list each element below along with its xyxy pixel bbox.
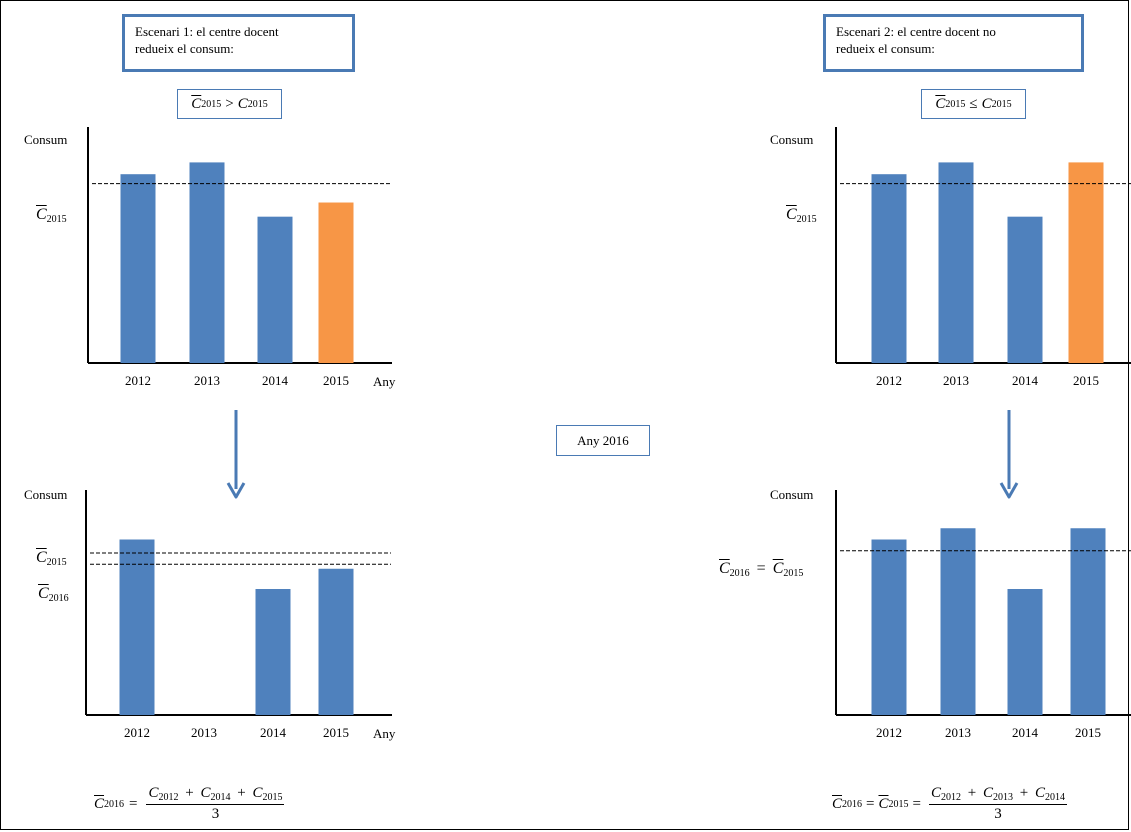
top-right-tick-2014: 2014 <box>1012 373 1039 388</box>
scenario1-title-line1: Escenari 1: el centre docent <box>135 24 279 39</box>
year-2016-box: Any 2016 <box>556 425 650 456</box>
bottom-right-tick-2012: 2012 <box>876 725 902 740</box>
scenario2-title-line1: Escenari 2: el centre docent no <box>836 24 996 39</box>
scenario2-title-line2: redueix el consum: <box>836 41 935 56</box>
arrow-right-head <box>999 482 1019 499</box>
top-left-bar-2014 <box>257 216 293 363</box>
bottom-left-tick-2012: 2012 <box>124 725 150 740</box>
bottom-right-bar-2015 <box>1070 528 1106 715</box>
bottom-right-tick-2015: 2015 <box>1075 725 1101 740</box>
bottom-left-tick-2013: 2013 <box>191 725 217 740</box>
top-right-tick-2015: 2015 <box>1073 373 1099 388</box>
formula-scenario1: C 2016 = C2012 + C2014 + C2015 3 <box>94 785 285 822</box>
bottom-right-bar-2013 <box>940 528 976 715</box>
bottom-left-tick-2014: 2014 <box>260 725 287 740</box>
top-left-bar-2012 <box>120 174 156 363</box>
arrow-left-head <box>226 482 246 499</box>
scenario1-title-line2: redueix el consum: <box>135 41 234 56</box>
top-right-ylabel: Consum <box>770 132 814 147</box>
bottom-left-c2016-label: C2016 <box>38 585 69 604</box>
top-left-ylabel: Consum <box>24 132 68 147</box>
top-left-tick-2014: 2014 <box>262 373 289 388</box>
bottom-right-c2016-c2015-label: C2016 = C2015 <box>719 560 804 579</box>
bottom-left-xlabel: Any <box>373 726 396 741</box>
top-right-bar-2014 <box>1007 216 1043 363</box>
scenario2-box: Escenari 2: el centre docent no redueix … <box>823 14 1084 72</box>
bottom-left-tick-2015: 2015 <box>323 725 349 740</box>
bottom-left-c2015-label: C2015 <box>36 549 67 568</box>
top-left-tick-2013: 2013 <box>194 373 220 388</box>
bottom-right-bar-2014 <box>1007 589 1043 715</box>
bottom-right-tick-2014: 2014 <box>1012 725 1039 740</box>
bottom-right-tick-2013: 2013 <box>945 725 971 740</box>
top-right-bar-2012 <box>871 174 907 363</box>
top-right-c2015-label: C2015 <box>786 206 817 225</box>
condition-operator: ≤ <box>969 95 978 112</box>
scenario2-condition: C 2015 ≤ C 2015 <box>921 89 1026 119</box>
top-right-tick-2012: 2012 <box>876 373 902 388</box>
top-right-bar-2013 <box>938 162 974 363</box>
top-right-bar-2015 <box>1068 162 1104 363</box>
bottom-left-bar-2015 <box>318 568 354 715</box>
formula-scenario2: C 2016 = C 2015 = C2012 + C2013 + C2014 3 <box>832 785 1067 822</box>
top-left-xlabel: Any <box>373 374 396 389</box>
bottom-right-bar-2012 <box>871 539 907 715</box>
bottom-right-ylabel: Consum <box>770 487 814 502</box>
scenario1-box: Escenari 1: el centre docent redueix el … <box>122 14 355 72</box>
bottom-left-bar-2014 <box>255 589 291 715</box>
top-right-tick-2013: 2013 <box>943 373 969 388</box>
bottom-left-bar-2012 <box>119 539 155 715</box>
bottom-left-ylabel: Consum <box>24 487 68 502</box>
top-left-bar-2013 <box>189 162 225 363</box>
scenario1-condition: C 2015 > C 2015 <box>177 89 282 119</box>
top-left-bar-2015 <box>318 202 354 363</box>
condition-operator: > <box>225 95 234 112</box>
top-left-tick-2012: 2012 <box>125 373 151 388</box>
top-left-tick-2015: 2015 <box>323 373 349 388</box>
top-left-c2015-label: C2015 <box>36 206 67 225</box>
